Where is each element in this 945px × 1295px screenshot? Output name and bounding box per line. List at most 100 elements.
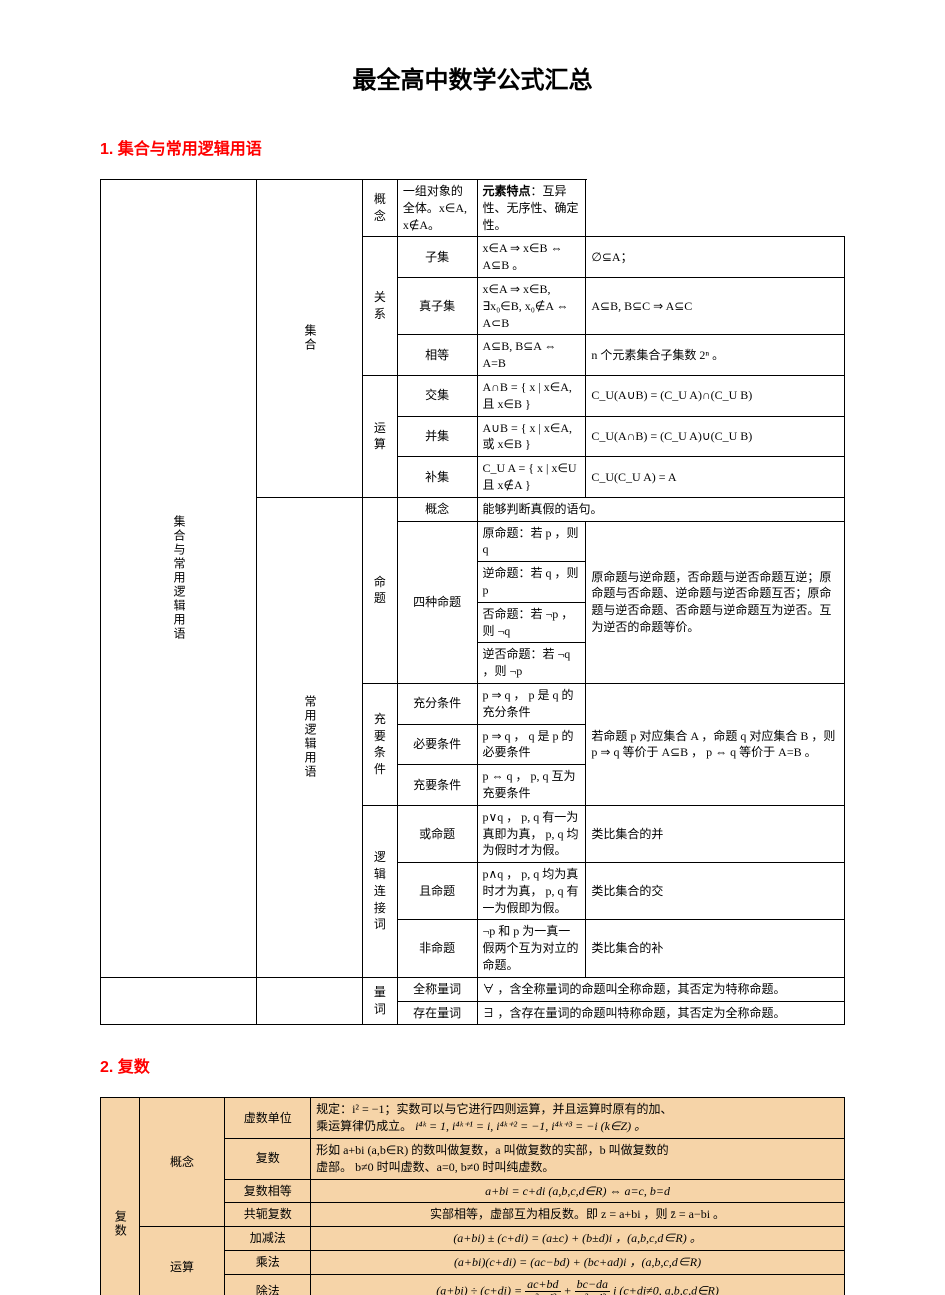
- section-2-title: 2. 复数: [100, 1053, 845, 1077]
- table-complex-numbers: 复数 概念 虚数单位 规定：i² = −1；实数可以与它进行四则运算，并且运算时…: [100, 1097, 845, 1295]
- cell: 逆命题：若 q ，则 p: [477, 562, 586, 603]
- cell: 概念: [397, 497, 477, 521]
- cell: 充分条件: [397, 683, 477, 724]
- cell: C_U(A∩B) = (C_U A)∪(C_U B): [586, 416, 845, 457]
- cell: 规定：i² = −1；实数可以与它进行四则运算，并且运算时原有的加、 乘运算律仍…: [311, 1098, 845, 1139]
- cell: 存在量词: [397, 1001, 477, 1025]
- cell: (a+bi) ÷ (c+di) = ac+bdc²+d² + bc−dac²+d…: [311, 1274, 845, 1295]
- cell: p ⇒ q ， q 是 p 的必要条件: [477, 724, 586, 765]
- spacer: [257, 977, 363, 1025]
- cell: 逆否命题：若 ¬q ，则 ¬p: [477, 643, 586, 684]
- text: c²+d²: [575, 1292, 610, 1295]
- text: 形如 a+bi (a,b∈R) 的数叫做复数，a 叫做复数的实部，b 叫做复数的: [316, 1143, 669, 1157]
- cell: 必要条件: [397, 724, 477, 765]
- cell: 复数相等: [225, 1179, 311, 1203]
- cell: 关系: [362, 237, 397, 376]
- text: i (c+di≠0, a,b,c,d∈R): [613, 1283, 719, 1295]
- document-page: 最全高中数学公式汇总 1. 集合与常用逻辑用语 集合与常用逻辑用语 集合 概念 …: [0, 0, 945, 1295]
- cell: 类比集合的补: [586, 920, 845, 977]
- cell: 虚数单位: [225, 1098, 311, 1139]
- cell: p∨q ， p, q 有一为真即为真， p, q 均为假时才为假。: [477, 805, 586, 862]
- cell: 类比集合的交: [586, 863, 845, 920]
- cell: 共轭复数: [225, 1203, 311, 1227]
- cell: p ⇒ q ， p 是 q 的充分条件: [477, 683, 586, 724]
- text: 乘运算律仍成立。: [316, 1119, 412, 1133]
- cell: 形如 a+bi (a,b∈R) 的数叫做复数，a 叫做复数的实部，b 叫做复数的…: [311, 1139, 845, 1180]
- cell: p ⇔ q ， p, q 互为充要条件: [477, 765, 586, 806]
- cell: A∪B = { x | x∈A, 或 x∈B }: [477, 416, 586, 457]
- cell: C_U(A∪B) = (C_U A)∩(C_U B): [586, 375, 845, 416]
- text: +: [564, 1283, 575, 1295]
- cell: 类比集合的并: [586, 805, 845, 862]
- cell: 非命题: [397, 920, 477, 977]
- text: 一组对象的全体。x∈A, x∉A。: [403, 184, 467, 232]
- cell: 命题: [362, 497, 397, 683]
- cell: 一组对象的全体。x∈A, x∉A。: [397, 180, 477, 237]
- cell: 充要条件: [397, 765, 477, 806]
- cell: 否命题：若 ¬p ，则 ¬q: [477, 602, 586, 643]
- text: ac+bd: [525, 1278, 560, 1292]
- cell: A∩B = { x | x∈A, 且 x∈B }: [477, 375, 586, 416]
- vcol-sub-logic: 常用逻辑用语: [257, 497, 363, 977]
- cell: ¬p 和 p 为一真一假两个互为对立的命题。: [477, 920, 586, 977]
- cell: C_U A = { x | x∈U 且 x∉A }: [477, 457, 586, 498]
- cell: x∈A ⇒ x∈B, ∃x₀∈B, x₀∉A ⇔ A⊂B: [477, 277, 586, 334]
- section-1-title: 1. 集合与常用逻辑用语: [100, 135, 845, 159]
- cell: 或命题: [397, 805, 477, 862]
- cell: 全称量词: [397, 977, 477, 1001]
- cell: (a+bi) ± (c+di) = (a±c) + (b±d)i ，(a,b,c…: [311, 1227, 845, 1251]
- cell: 量词: [362, 977, 397, 1025]
- cell: (a+bi)(c+di) = (ac−bd) + (bc+ad)i ，(a,b,…: [311, 1251, 845, 1275]
- spacer: [101, 977, 257, 1025]
- cell: A⊆B, B⊆C ⇒ A⊆C: [586, 277, 845, 334]
- vcol-sub-set: 集合: [257, 180, 363, 498]
- cell: 乘法: [225, 1251, 311, 1275]
- cell: 加减法: [225, 1227, 311, 1251]
- cell: 除法: [225, 1274, 311, 1295]
- text: 虚部。 b≠0 时叫虚数、a=0, b≠0 时叫纯虚数。: [316, 1160, 554, 1174]
- cell: 真子集: [397, 277, 477, 334]
- cell: a+bi = c+di (a,b,c,d∈R) ⇔ a=c, b=d: [311, 1179, 845, 1203]
- text: c²+d²: [525, 1292, 560, 1295]
- text: bc−da: [575, 1278, 610, 1292]
- text: 元素特点: [483, 184, 531, 198]
- cell: 元素特点：互异性、无序性、确定性。: [477, 180, 586, 237]
- cell: ∃ ，含存在量词的命题叫特称命题，其否定为全称命题。: [477, 1001, 845, 1025]
- cell: 若命题 p 对应集合 A ，命题 q 对应集合 B ，则 p ⇒ q 等价于 A…: [586, 683, 845, 805]
- cell: 充要条件: [362, 683, 397, 805]
- cell: 补集: [397, 457, 477, 498]
- table-row: 集合与常用逻辑用语 集合 概念 一组对象的全体。x∈A, x∉A。 元素特点：互…: [101, 180, 845, 237]
- fraction: ac+bdc²+d²: [525, 1278, 560, 1295]
- cell: 运算: [139, 1227, 225, 1295]
- cell: 并集: [397, 416, 477, 457]
- cell: 概念: [139, 1098, 225, 1227]
- table-row: 量词 全称量词 ∀ ，含全称量词的命题叫全称命题，其否定为特称命题。: [101, 977, 845, 1001]
- vcol-main: 集合与常用逻辑用语: [101, 180, 257, 978]
- cell: 逻辑连接词: [362, 805, 397, 977]
- cell: 实部相等，虚部互为相反数。即 z = a+bi ，则 z̄ = a−bi 。: [311, 1203, 845, 1227]
- cell: C_U(C_U A) = A: [586, 457, 845, 498]
- cell: x∈A ⇒ x∈B ⇔ A⊆B 。: [477, 237, 586, 278]
- cell: A⊆B, B⊆A ⇔ A=B: [477, 335, 586, 376]
- cell: 相等: [397, 335, 477, 376]
- cell: p∧q ， p, q 均为真时才为真， p, q 有一为假即为假。: [477, 863, 586, 920]
- table-sets-logic: 集合与常用逻辑用语 集合 概念 一组对象的全体。x∈A, x∉A。 元素特点：互…: [100, 179, 845, 1025]
- cell: 复数: [225, 1139, 311, 1180]
- cell: 四种命题: [397, 521, 477, 683]
- cell: 运算: [362, 375, 397, 497]
- cell: n 个元素集合子集数 2ⁿ 。: [586, 335, 845, 376]
- cell: ∅⊆A；: [586, 237, 845, 278]
- cell: 原命题：若 p ，则 q: [477, 521, 586, 562]
- text: i⁴ᵏ = 1, i⁴ᵏ⁺¹ = i, i⁴ᵏ⁺² = −1, i⁴ᵏ⁺³ = …: [415, 1119, 646, 1133]
- cell: 交集: [397, 375, 477, 416]
- table-row: 运算 加减法 (a+bi) ± (c+di) = (a±c) + (b±d)i …: [101, 1227, 845, 1251]
- page-title: 最全高中数学公式汇总: [100, 60, 845, 95]
- cell: 子集: [397, 237, 477, 278]
- cell: 且命题: [397, 863, 477, 920]
- cell: 能够判断真假的语句。: [477, 497, 845, 521]
- text: (a+bi) ÷ (c+di) =: [436, 1283, 525, 1295]
- table-row: 复数 概念 虚数单位 规定：i² = −1；实数可以与它进行四则运算，并且运算时…: [101, 1098, 845, 1139]
- vcol-complex: 复数: [101, 1098, 140, 1295]
- cell: ∀ ，含全称量词的命题叫全称命题，其否定为特称命题。: [477, 977, 845, 1001]
- fraction: bc−dac²+d²: [575, 1278, 610, 1295]
